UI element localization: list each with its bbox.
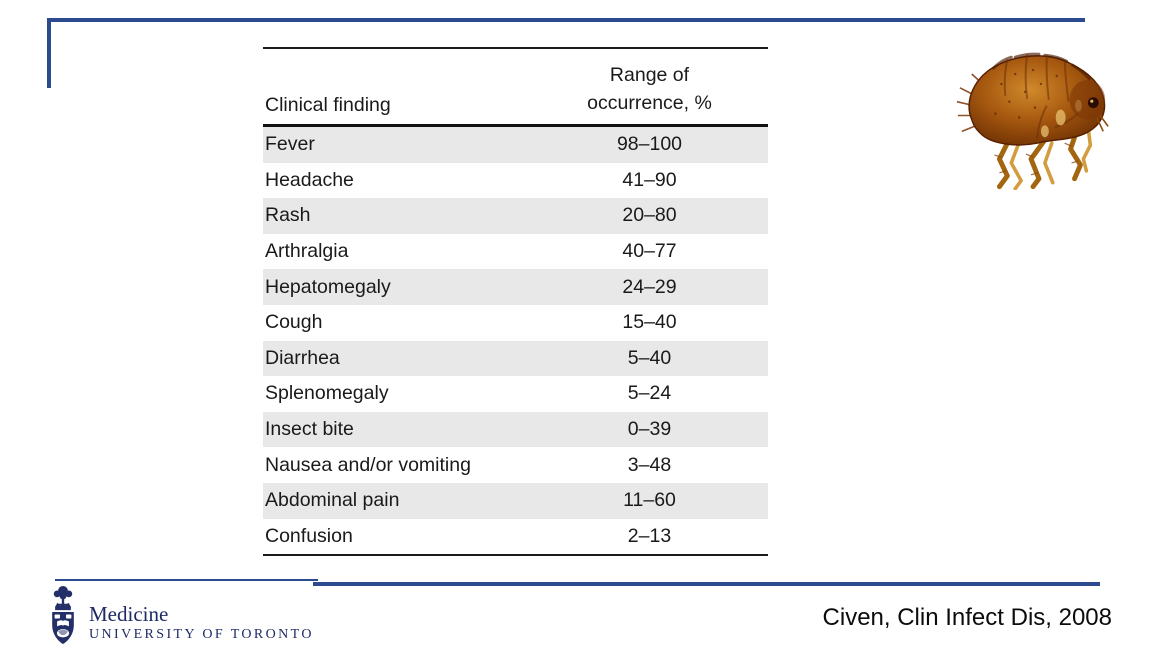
range-cell: 0–39 [627, 418, 672, 441]
clinical-finding-cell: Hepatomegaly [265, 275, 391, 298]
header-range-of-occurrence: Range of occurrence, % [531, 61, 768, 117]
clinical-finding-cell: Insect bite [265, 418, 354, 441]
logo-institution-label: UNIVERSITY OF TORONTO [89, 627, 314, 642]
clinical-finding-cell: Cough [265, 311, 323, 334]
table-row: Insect bite 0–39 [263, 411, 768, 448]
table-row: Headache 41–90 [263, 163, 768, 199]
range-cell: 3–48 [627, 453, 672, 476]
range-cell: 5–40 [627, 346, 672, 369]
clinical-finding-cell: Diarrhea [265, 346, 340, 369]
footer-thick-rule [313, 582, 1100, 586]
clinical-finding-cell: Fever [265, 133, 315, 156]
top-left-vertical-rule [47, 18, 51, 88]
top-horizontal-rule [49, 18, 1085, 22]
header-range-line2: occurrence, % [587, 92, 712, 114]
table-row: Rash 20–80 [263, 198, 768, 234]
clinical-finding-cell: Splenomegaly [265, 382, 389, 405]
range-cell: 15–40 [622, 311, 677, 334]
range-cell: 5–24 [627, 382, 672, 405]
table-header-row: Clinical finding Range of occurrence, % [263, 49, 768, 127]
uoft-crest-icon [40, 585, 86, 646]
table-row: Nausea and/or vomiting 3–48 [263, 447, 768, 483]
flea-photo [950, 44, 1118, 191]
clinical-finding-cell: Rash [265, 204, 311, 227]
logo-department-label: Medicine [89, 602, 169, 626]
clinical-finding-cell: Confusion [265, 524, 353, 547]
range-cell: 40–77 [622, 240, 677, 263]
header-range-line1: Range of [609, 64, 690, 86]
table-row: Cough 15–40 [263, 305, 768, 341]
range-cell: 41–90 [622, 168, 677, 191]
table-row: Splenomegaly 5–24 [263, 376, 768, 412]
range-cell: 2–13 [627, 524, 672, 547]
table-row: Fever 98–100 [263, 127, 768, 163]
table-row: Hepatomegaly 24–29 [263, 269, 768, 305]
table-row: Arthralgia 40–77 [263, 234, 768, 270]
clinical-finding-cell: Arthralgia [265, 240, 349, 263]
clinical-finding-cell: Headache [265, 168, 354, 191]
clinical-findings-table: Clinical finding Range of occurrence, % … [263, 47, 768, 557]
flea-illustration [956, 52, 1109, 191]
range-cell: 24–29 [622, 275, 677, 298]
table-body: Fever 98–100 Headache 41–90 Rash 20–80 A… [263, 127, 768, 554]
clinical-finding-cell: Nausea and/or vomiting [265, 453, 471, 476]
clinical-finding-cell: Abdominal pain [265, 489, 400, 512]
range-cell: 98–100 [616, 133, 683, 156]
range-cell: 20–80 [622, 204, 677, 227]
footer-thin-rule [55, 579, 318, 581]
table-row: Diarrhea 5–40 [263, 340, 768, 377]
citation-text: Civen, Clin Infect Dis, 2008 [822, 604, 1112, 631]
range-cell: 11–60 [623, 489, 676, 512]
table-row: Confusion 2–13 [263, 519, 768, 555]
header-clinical-finding: Clinical finding [265, 94, 391, 116]
table-row: Abdominal pain 11–60 [263, 482, 768, 519]
